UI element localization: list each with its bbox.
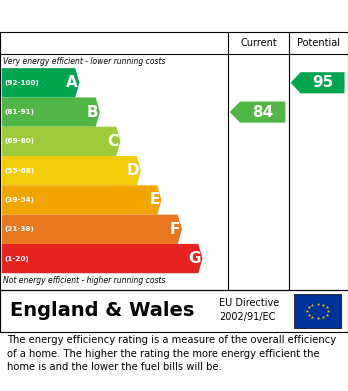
Text: (55-68): (55-68): [4, 168, 34, 174]
Text: G: G: [188, 251, 201, 266]
Text: 95: 95: [312, 75, 333, 90]
Polygon shape: [2, 185, 161, 215]
Text: E: E: [149, 192, 160, 208]
Polygon shape: [2, 156, 141, 185]
Text: Potential: Potential: [297, 38, 340, 48]
Text: (1-20): (1-20): [4, 256, 29, 262]
Text: Not energy efficient - higher running costs: Not energy efficient - higher running co…: [3, 276, 166, 285]
Text: 84: 84: [252, 104, 273, 120]
Text: England & Wales: England & Wales: [10, 301, 195, 320]
Text: (69-80): (69-80): [4, 138, 34, 144]
Text: B: B: [87, 104, 98, 120]
Polygon shape: [2, 244, 203, 273]
Text: (81-91): (81-91): [4, 109, 34, 115]
Text: (39-54): (39-54): [4, 197, 34, 203]
Text: A: A: [66, 75, 78, 90]
Polygon shape: [2, 127, 120, 156]
Polygon shape: [2, 215, 182, 244]
Text: D: D: [127, 163, 139, 178]
Polygon shape: [2, 97, 100, 127]
Text: Very energy efficient - lower running costs: Very energy efficient - lower running co…: [3, 57, 166, 66]
Text: (21-38): (21-38): [4, 226, 34, 232]
Polygon shape: [291, 72, 345, 93]
Polygon shape: [2, 68, 79, 97]
Text: F: F: [170, 222, 180, 237]
Text: Current: Current: [240, 38, 277, 48]
Text: (92-100): (92-100): [4, 80, 39, 86]
Bar: [294, 294, 341, 328]
Polygon shape: [230, 102, 285, 123]
Text: Energy Efficiency Rating: Energy Efficiency Rating: [10, 7, 239, 25]
Text: The energy efficiency rating is a measure of the overall efficiency of a home. T: The energy efficiency rating is a measur…: [7, 335, 336, 372]
Text: EU Directive
2002/91/EC: EU Directive 2002/91/EC: [219, 298, 279, 322]
Text: C: C: [108, 134, 119, 149]
